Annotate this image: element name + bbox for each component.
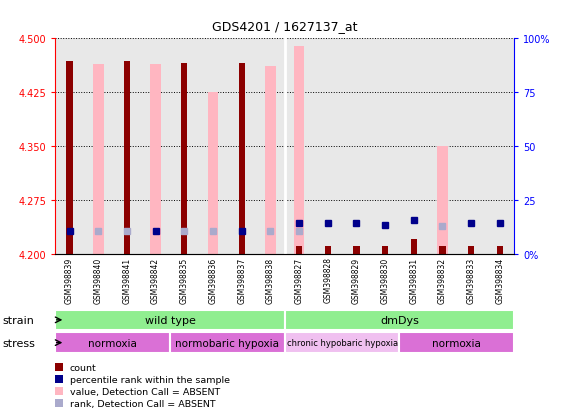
Bar xyxy=(66,62,73,254)
Bar xyxy=(124,62,130,254)
Text: dmDys: dmDys xyxy=(380,315,419,325)
Bar xyxy=(439,247,446,254)
Bar xyxy=(411,240,417,254)
Text: GDS4201 / 1627137_at: GDS4201 / 1627137_at xyxy=(212,20,357,33)
Bar xyxy=(265,66,276,254)
Text: stress: stress xyxy=(3,338,36,348)
Bar xyxy=(382,247,388,254)
Bar xyxy=(93,65,103,254)
Text: percentile rank within the sample: percentile rank within the sample xyxy=(70,375,229,384)
Bar xyxy=(150,65,161,254)
Bar xyxy=(55,310,285,330)
Bar xyxy=(437,147,448,254)
Bar xyxy=(239,64,245,254)
Bar xyxy=(497,247,503,254)
Text: normoxia: normoxia xyxy=(432,338,481,348)
Bar xyxy=(296,247,302,254)
Bar xyxy=(293,46,304,254)
Text: normoxia: normoxia xyxy=(88,338,137,348)
Text: wild type: wild type xyxy=(145,315,195,325)
Bar xyxy=(285,310,514,330)
Text: value, Detection Call = ABSENT: value, Detection Call = ABSENT xyxy=(70,387,220,396)
Bar xyxy=(285,332,400,353)
Bar xyxy=(325,247,331,254)
Bar xyxy=(207,93,218,254)
Text: normobaric hypoxia: normobaric hypoxia xyxy=(175,338,279,348)
Bar xyxy=(181,64,188,254)
Text: chronic hypobaric hypoxia: chronic hypobaric hypoxia xyxy=(286,338,397,347)
Bar xyxy=(468,247,474,254)
Bar xyxy=(55,332,170,353)
Bar xyxy=(353,247,360,254)
Text: count: count xyxy=(70,363,96,372)
Text: strain: strain xyxy=(3,315,35,325)
Bar xyxy=(170,332,285,353)
Text: rank, Detection Call = ABSENT: rank, Detection Call = ABSENT xyxy=(70,399,216,408)
Bar xyxy=(400,332,514,353)
